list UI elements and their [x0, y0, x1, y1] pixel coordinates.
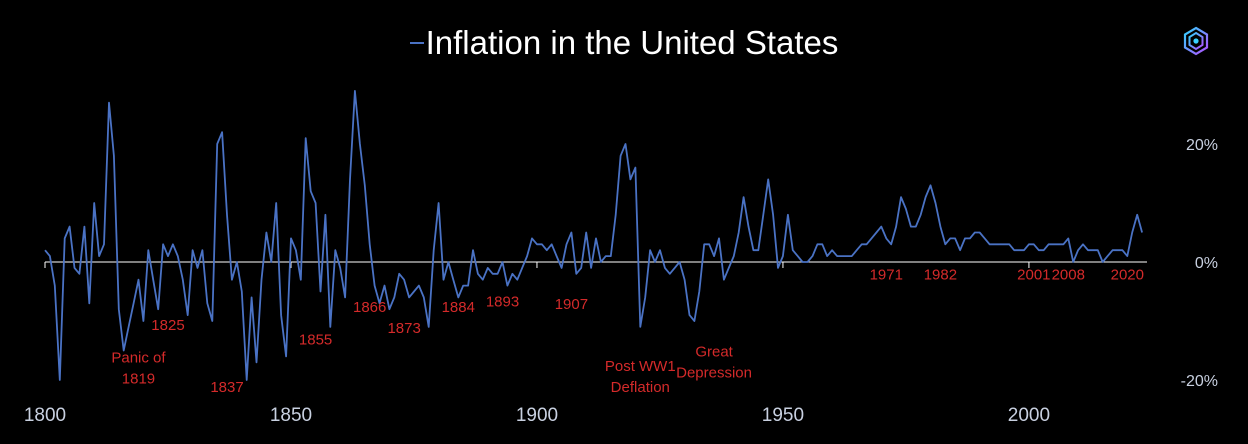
- annotation-label: 1907: [555, 296, 588, 313]
- annotation-label: Post WW1: [605, 358, 676, 375]
- legend-line-marker: [409, 42, 424, 45]
- annotation-label: 2020: [1111, 267, 1144, 284]
- annotation-label: 2008: [1052, 267, 1085, 284]
- annotation-label: 1855: [299, 332, 332, 349]
- annotation-label: 1982: [924, 267, 957, 284]
- y-tick-label: 0%: [1195, 255, 1218, 272]
- y-tick-label: -20%: [1181, 373, 1218, 390]
- series-layer: [44, 90, 1143, 381]
- annotation-label: Great: [695, 343, 733, 360]
- x-tick-label: 1900: [516, 405, 558, 426]
- tick-labels: 1800 1850 1900 1950 2000 20% 0% -20%: [24, 137, 1218, 426]
- annotation-label: 1819: [122, 370, 155, 387]
- x-tick-label: 1950: [762, 405, 804, 426]
- annotation-label: 1884: [442, 299, 475, 316]
- logo-icon: [1183, 26, 1209, 56]
- annotation-label: 1971: [870, 267, 903, 284]
- annotation-label: 1873: [387, 320, 420, 337]
- annotation-label: 2001: [1017, 267, 1050, 284]
- annotation-label: 1837: [210, 379, 243, 396]
- x-tick-label: 1800: [24, 405, 66, 426]
- y-tick-label: 20%: [1186, 137, 1218, 154]
- x-tick-label: 2000: [1008, 405, 1050, 426]
- chart-title-text: Inflation in the United States: [425, 24, 839, 61]
- series-line-inflation: [44, 90, 1143, 381]
- chart-title: Inflation in the United States: [0, 24, 1248, 62]
- annotation-label: 1893: [486, 293, 519, 310]
- annotation-label: Panic of: [111, 349, 166, 366]
- x-tick-label: 1850: [270, 405, 312, 426]
- annotation-label: 1866: [353, 299, 386, 316]
- axis-layer: [44, 261, 1147, 268]
- annotation-label: 1825: [151, 317, 184, 334]
- annotation-label: Depression: [676, 364, 752, 381]
- annotation-label: Deflation: [611, 379, 670, 396]
